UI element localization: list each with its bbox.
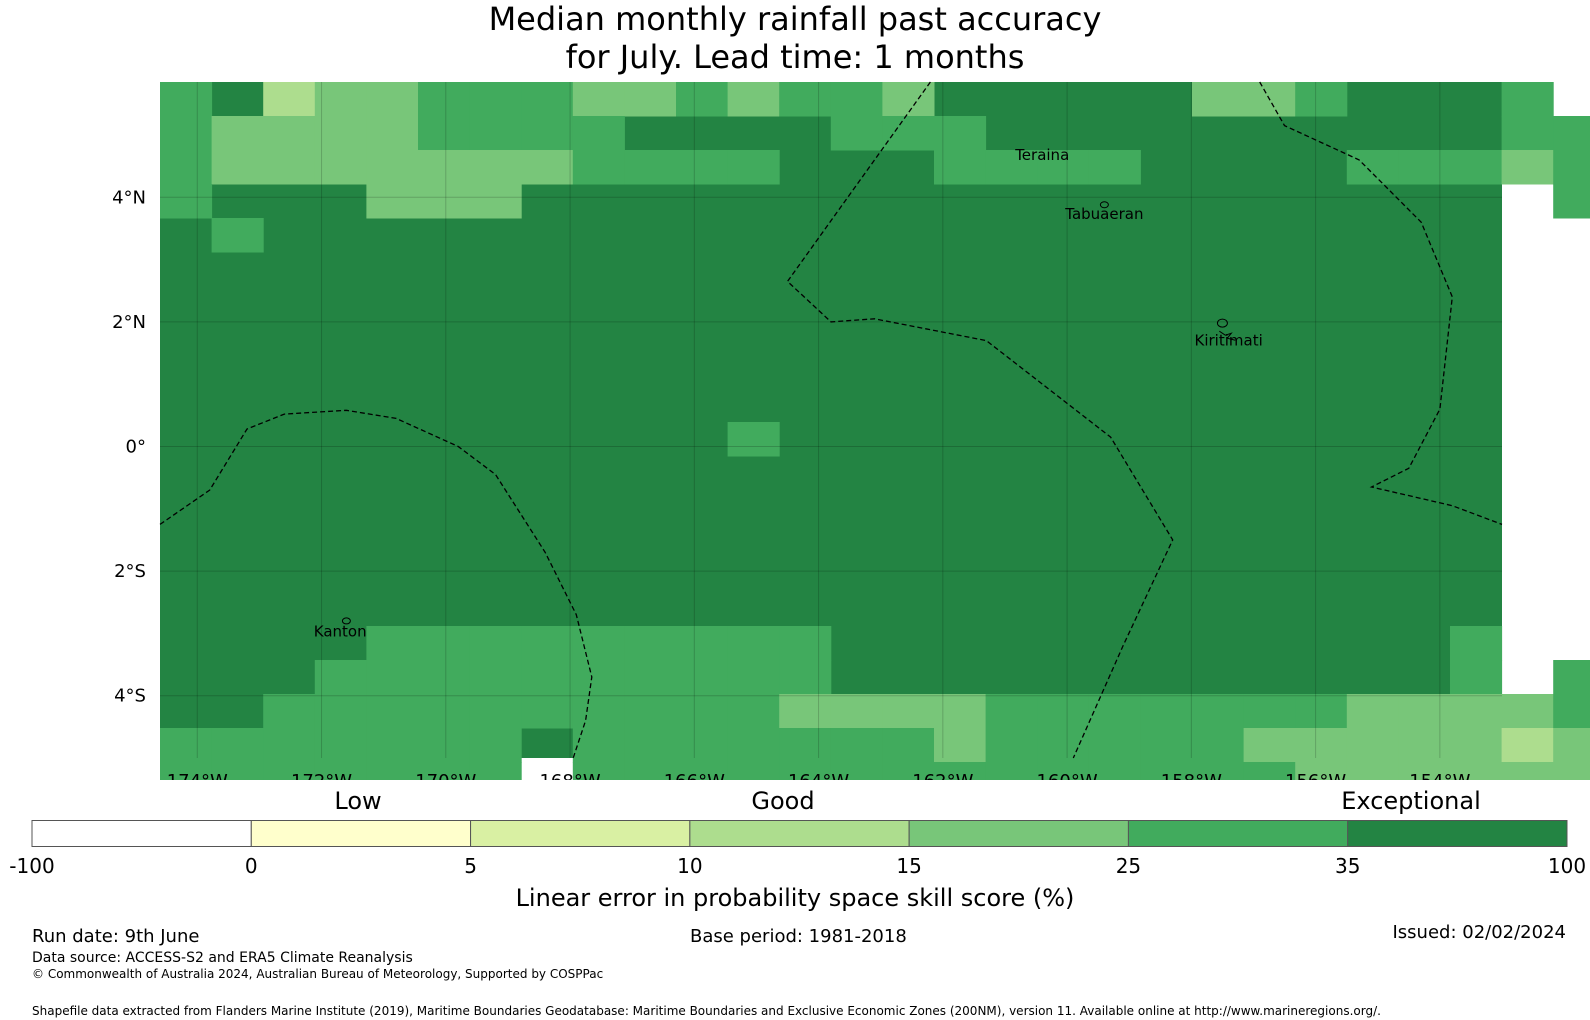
place-label: Tabuaeran xyxy=(1064,205,1143,223)
colorbar-low-label: Low xyxy=(334,787,382,815)
colorbar-tick-label: -100 xyxy=(9,854,55,878)
title-line-1: Median monthly rainfall past accuracy xyxy=(488,0,1102,38)
lon-tick-label: 174°W xyxy=(167,771,228,780)
colorbar-box xyxy=(31,820,252,847)
shapefile-credit: Shapefile data extracted from Flanders M… xyxy=(32,1004,1381,1018)
island-outline xyxy=(1099,201,1109,209)
colorbar-exceptional-label: Exceptional xyxy=(1341,787,1481,815)
lat-tick-label: 0° xyxy=(126,436,146,457)
island-outlines xyxy=(341,201,1236,625)
eez-boundaries xyxy=(159,81,1503,759)
island-outline xyxy=(1216,318,1228,328)
lon-tick-label: 160°W xyxy=(1037,771,1098,780)
lon-tick-label: 158°W xyxy=(1161,771,1222,780)
lon-tick-label: 164°W xyxy=(788,771,849,780)
lon-tick-label: 168°W xyxy=(539,771,600,780)
place-label: Teraina xyxy=(1014,146,1069,164)
colorbar-box xyxy=(250,820,472,847)
colorbar-tick-label: 100 xyxy=(1547,854,1587,878)
colorbar-tick-label: 0 xyxy=(244,854,258,878)
colorbar-tick-label: 5 xyxy=(464,854,477,878)
colorbar-tick-label: 35 xyxy=(1334,854,1361,878)
colorbar-tick-label: 15 xyxy=(896,854,922,878)
colorbar-box xyxy=(689,820,910,847)
place-labels: Teraina Tabuaeran Kiritimati Kanton xyxy=(314,146,1263,641)
colorbar-box xyxy=(1347,820,1568,847)
issued-date: Issued: 02/02/2024 xyxy=(1392,922,1566,943)
latitude-tick-labels: 4°N 2°N 0° 2°S 4°S xyxy=(112,187,146,706)
eez-boundary-0 xyxy=(786,81,1174,759)
lat-tick-label: 4°N xyxy=(112,187,146,208)
base-period: Base period: 1981-2018 xyxy=(690,926,907,947)
colorbar xyxy=(31,820,1568,847)
kiritimati-outline xyxy=(1219,330,1236,341)
island-outline xyxy=(341,617,351,625)
lat-tick-label: 2°N xyxy=(112,312,146,333)
lon-tick-label: 156°W xyxy=(1285,771,1346,780)
lon-tick-label: 170°W xyxy=(415,771,476,780)
eez-boundary-2 xyxy=(159,409,593,759)
colorbar-box xyxy=(1127,820,1349,847)
graticule xyxy=(160,82,1502,758)
place-label: Kiritimati xyxy=(1195,332,1263,350)
colorbar-axis-label: Linear error in probability space skill … xyxy=(515,884,1075,912)
copyright: © Commonwealth of Australia 2024, Austra… xyxy=(32,967,604,981)
colorbar-box xyxy=(470,820,691,847)
lat-tick-label: 4°S xyxy=(114,686,146,707)
run-date: Run date: 9th June xyxy=(32,926,200,947)
lon-tick-label: 162°W xyxy=(912,771,973,780)
colorbar-box xyxy=(908,820,1129,847)
lon-tick-label: 166°W xyxy=(664,771,725,780)
map-title: Median monthly rainfall past accuracy fo… xyxy=(0,0,1590,76)
colorbar-tick-label: 25 xyxy=(1115,854,1142,878)
colorbar-tick-label: 10 xyxy=(677,854,703,878)
eez-boundary-1 xyxy=(1259,81,1503,526)
colorbar-good-label: Good xyxy=(751,787,815,815)
lon-tick-label: 172°W xyxy=(291,771,352,780)
lon-tick-label: 154°W xyxy=(1409,771,1470,780)
lat-tick-label: 2°S xyxy=(114,561,146,582)
place-label: Kanton xyxy=(314,623,367,641)
title-line-2: for July. Lead time: 1 months xyxy=(565,38,1025,76)
data-source: Data source: ACCESS-S2 and ERA5 Climate … xyxy=(32,950,413,966)
longitude-tick-labels: 174°W 172°W 170°W 168°W 166°W 164°W 162°W 160°W… xyxy=(167,771,1471,780)
skill-score-grid xyxy=(160,82,1590,780)
